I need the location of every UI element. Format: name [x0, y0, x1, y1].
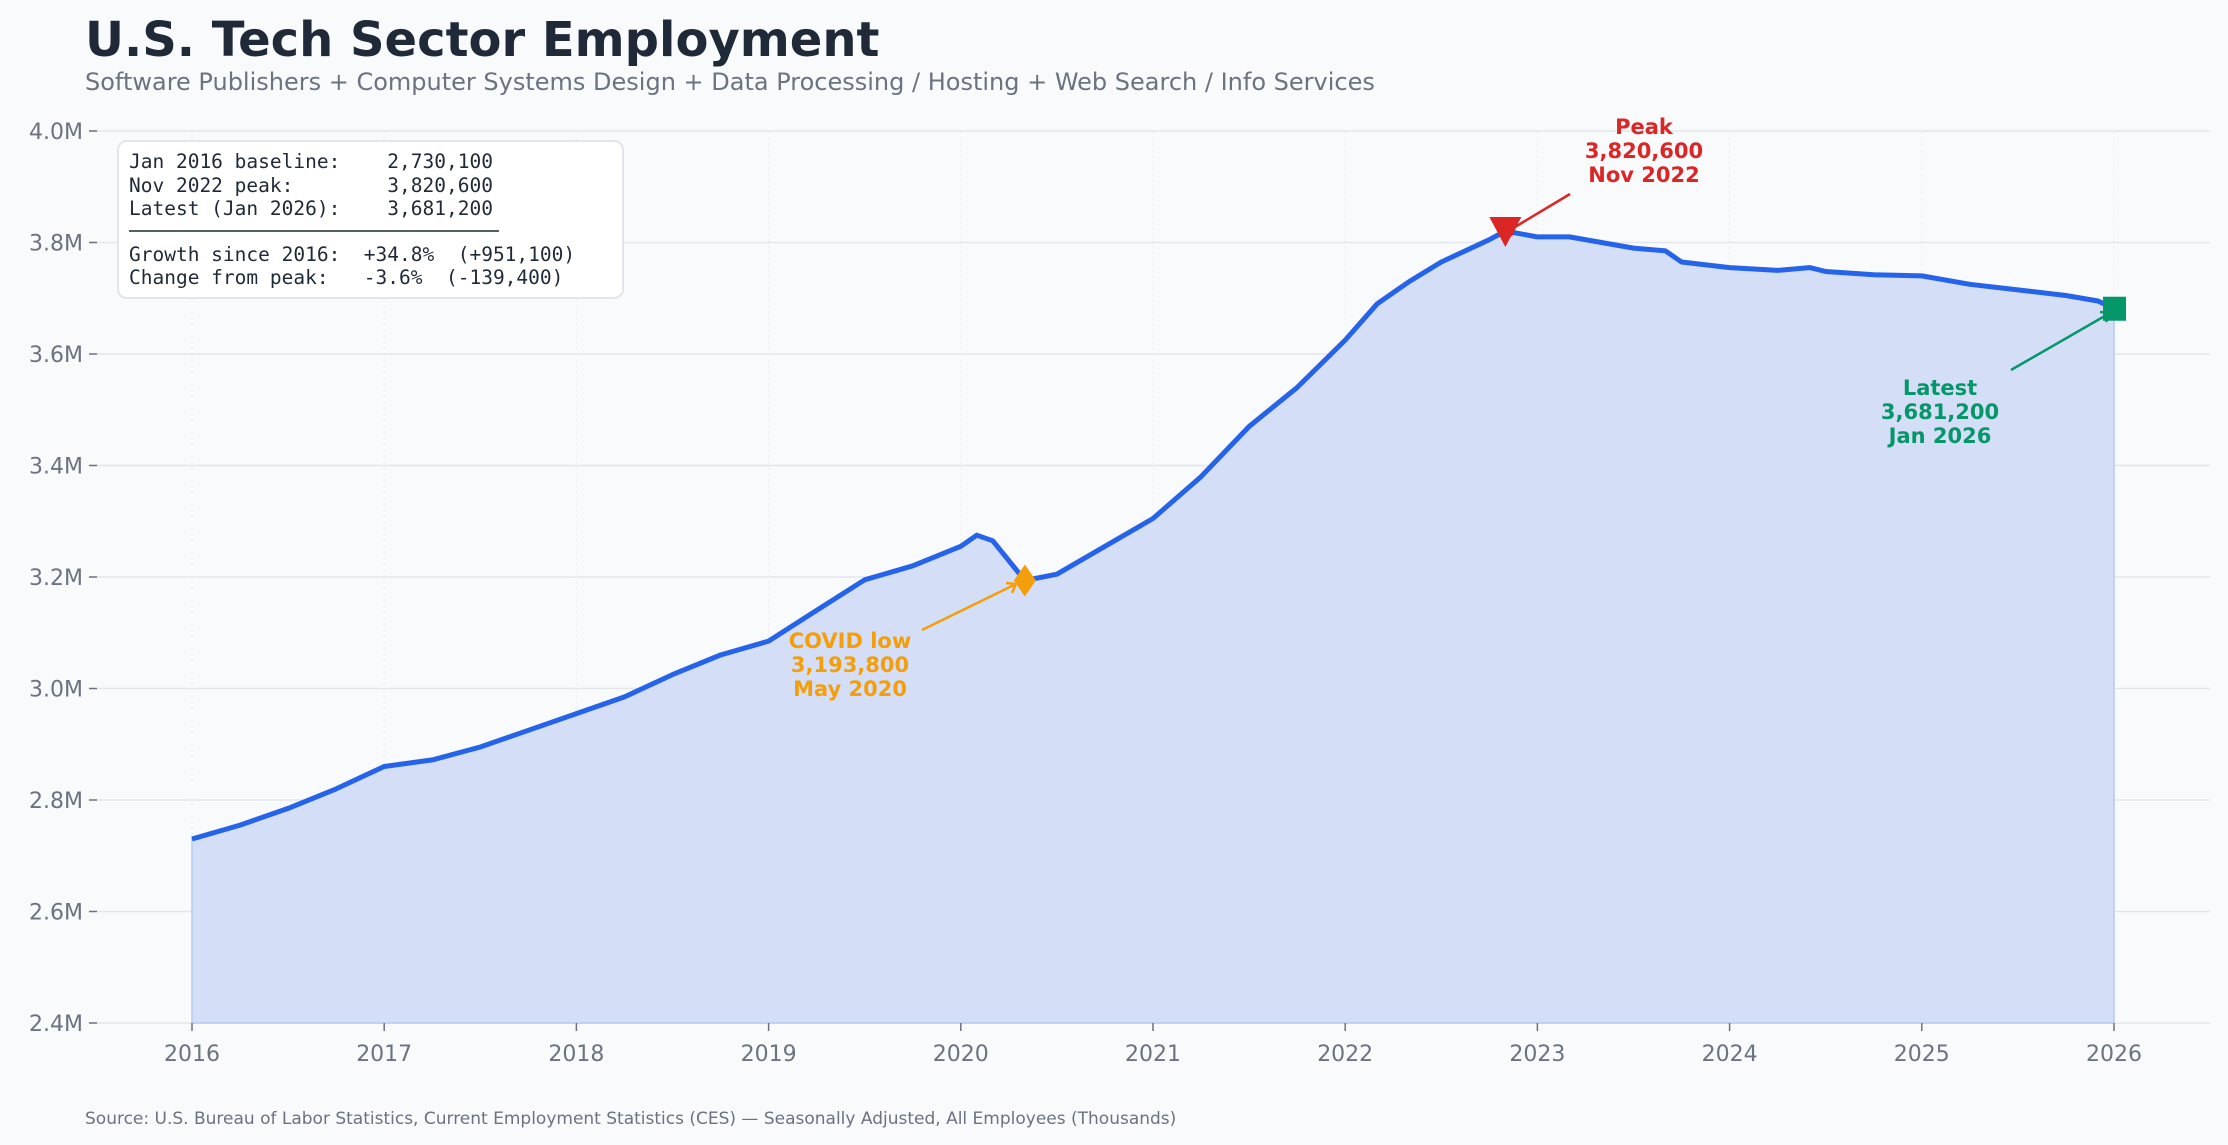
x-tick-label: 2020 — [933, 1042, 989, 1067]
y-tick-label: 3.8M — [29, 232, 83, 257]
covid-low-marker-icon — [1013, 564, 1036, 597]
x-tick-label: 2026 — [2086, 1042, 2142, 1067]
annotation-label: 3,681,200 — [1881, 400, 1999, 424]
annotation-label: Latest — [1903, 376, 1977, 400]
stats-peak: Nov 2022 peak: 3,820,600 — [129, 174, 493, 197]
annotation-label: Jan 2026 — [1887, 424, 1992, 448]
annotation-label: COVID low — [789, 629, 912, 653]
chart-title: U.S. Tech Sector Employment — [85, 12, 879, 68]
annotation-label: Nov 2022 — [1588, 163, 1699, 187]
stats-box: Jan 2016 baseline: 2,730,100 Nov 2022 pe… — [117, 140, 624, 299]
y-tick-label: 3.6M — [29, 343, 83, 368]
x-tick-label: 2023 — [1509, 1042, 1565, 1067]
y-tick-label: 3.4M — [29, 455, 83, 480]
stats-baseline: Jan 2016 baseline: 2,730,100 — [129, 150, 493, 173]
x-tick-label: 2025 — [1894, 1042, 1950, 1067]
arrowhead-icon — [1005, 581, 1018, 594]
stats-change: Change from peak: -3.6% (-139,400) — [129, 266, 563, 289]
y-tick-label: 4.0M — [29, 120, 83, 145]
x-tick-label: 2024 — [1702, 1042, 1758, 1067]
x-tick-label: 2018 — [548, 1042, 604, 1067]
x-tick-label: 2022 — [1317, 1042, 1373, 1067]
y-tick-label: 3.0M — [29, 678, 83, 703]
x-tick-label: 2017 — [356, 1042, 412, 1067]
axes: 2.4M 2.6M 2.8M 3.0M 3.2M 3.4M 3.6M 3.8M 4.0M 2016… — [29, 120, 2142, 1067]
annotation-label: May 2020 — [793, 677, 907, 701]
annotation-label: Peak — [1615, 115, 1674, 139]
annotation-arrow — [1514, 192, 1571, 229]
annotation-label: 3,820,600 — [1585, 139, 1703, 163]
stats-growth: Growth since 2016: +34.8% (+951,100) — [129, 243, 575, 266]
area-fill — [191, 228, 2116, 1024]
annotation-arrow — [2010, 311, 2111, 372]
y-tick-label: 2.8M — [29, 789, 83, 814]
stats-latest: Latest (Jan 2026): 3,681,200 — [129, 197, 493, 220]
y-tick-label: 3.2M — [29, 566, 83, 591]
chart-subtitle: Software Publishers + Computer Systems D… — [85, 68, 1375, 96]
peak-marker-icon — [1489, 217, 1522, 248]
annotation-arrow — [921, 582, 1017, 632]
y-tick-label: 2.4M — [29, 1012, 83, 1037]
annotation-label: 3,193,800 — [791, 653, 909, 677]
source-note: Source: U.S. Bureau of Labor Statistics,… — [85, 1109, 1176, 1129]
x-tick-label: 2019 — [741, 1042, 797, 1067]
y-tick-label: 2.6M — [29, 901, 83, 926]
latest-marker-icon — [2103, 296, 2126, 321]
x-tick-label: 2016 — [164, 1042, 220, 1067]
x-tick-label: 2021 — [1125, 1042, 1181, 1067]
